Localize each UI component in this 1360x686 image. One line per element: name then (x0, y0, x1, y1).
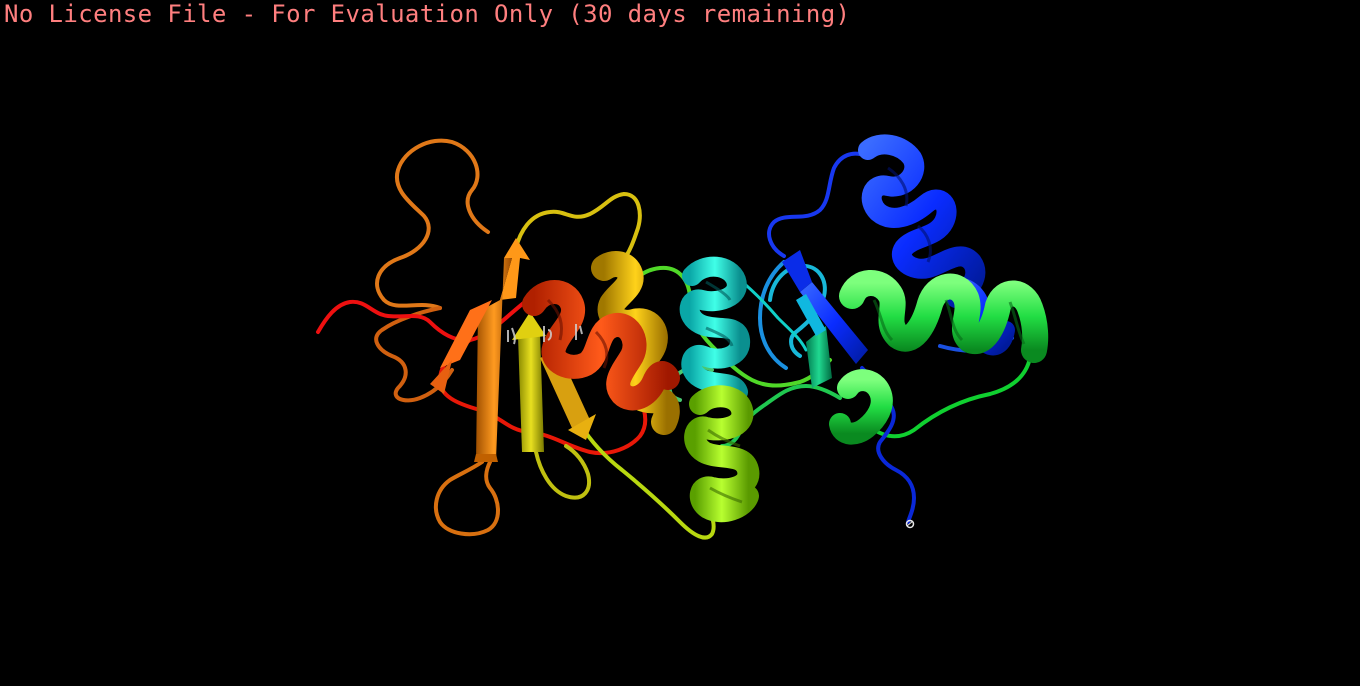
coil-green-mid (618, 265, 832, 388)
strand-blue (782, 250, 868, 364)
strand-cyan-small (796, 294, 826, 336)
coil-yellow-top (514, 192, 642, 264)
coil-green-right (876, 356, 1032, 439)
ligand-label-glyphs (507, 324, 583, 345)
helix-green-small (829, 369, 893, 445)
coil-blue-top (767, 151, 868, 258)
helix-cyan (679, 256, 750, 402)
license-banner: No License File - For Evaluation Only (3… (4, 0, 851, 28)
atom-marker-icon[interactable] (905, 519, 915, 529)
coil-cyan-2 (738, 278, 808, 352)
strand-olive (512, 312, 546, 452)
strand-orange-left (430, 300, 492, 394)
strand-teal (806, 326, 832, 388)
coil-orange-left (374, 306, 454, 403)
coil-azure (758, 260, 788, 370)
helix-red-orange (522, 280, 680, 411)
helix-blue-upper (858, 134, 986, 308)
coil-green-lower (720, 384, 842, 448)
coil-orange-top (375, 138, 490, 310)
coil-yellow-green (578, 422, 716, 540)
coil-orange-bottom (433, 460, 500, 537)
coil-olive-bottom (534, 444, 591, 500)
helix-green-long (839, 270, 1049, 363)
helix-lime (684, 385, 760, 523)
